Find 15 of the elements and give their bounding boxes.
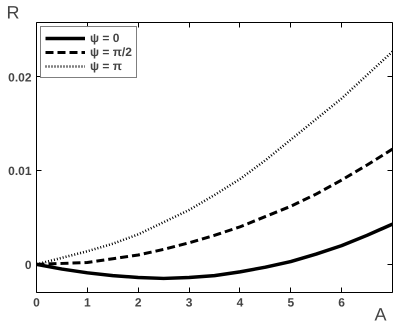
y-axis-title: R xyxy=(6,2,20,22)
y-tick-label: 0.01 xyxy=(8,164,32,178)
x-tick-label: 0 xyxy=(33,296,40,310)
x-tick-label: 6 xyxy=(338,296,346,310)
x-axis-title: A xyxy=(374,304,387,324)
x-tick-label: 5 xyxy=(287,296,294,310)
x-tick-label: 2 xyxy=(134,296,142,310)
y-tick-label: 0.02 xyxy=(8,70,32,84)
x-tick-label: 4 xyxy=(236,296,244,310)
x-tick-label: 3 xyxy=(186,296,193,310)
x-tick-label: 1 xyxy=(84,296,92,310)
y-tick-label: 0 xyxy=(24,258,32,272)
legend-label: ψ = π xyxy=(90,59,122,73)
legend-label: ψ = 0 xyxy=(90,31,120,45)
legend-label: ψ = π/2 xyxy=(90,45,132,59)
